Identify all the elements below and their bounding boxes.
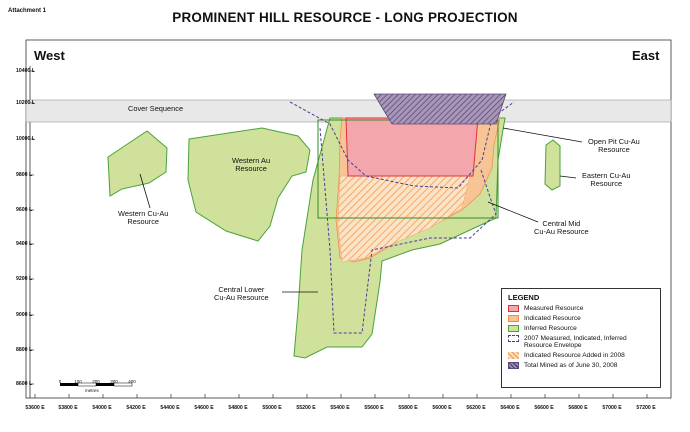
- x-tick-label: 54800 E: [228, 405, 248, 411]
- y-tick-label: 9600 L: [16, 207, 33, 213]
- western-au-resource: [187, 127, 311, 242]
- scale-unit: metres: [85, 388, 99, 393]
- x-tick-label: 55600 E: [364, 405, 384, 411]
- scale-tick: 100: [74, 379, 82, 384]
- x-tick-label: 56200 E: [466, 405, 486, 411]
- legend-item-indicated: Indicated Resource: [508, 315, 654, 322]
- western-cu-au-resource: [107, 130, 168, 197]
- x-tick-label: 56400 E: [500, 405, 520, 411]
- y-tick-label: 9000 L: [16, 312, 33, 318]
- indicated-added-2008: [337, 175, 471, 263]
- legend-item-mined: Total Mined as of June 30, 2008: [508, 362, 654, 369]
- x-tick-label: 56800 E: [568, 405, 588, 411]
- cover-sequence-label: Cover Sequence: [128, 104, 184, 113]
- x-tick-label: 53600 E: [25, 405, 45, 411]
- y-tick-label: 9400 L: [16, 241, 33, 247]
- x-tick-label: 56600 E: [534, 405, 554, 411]
- y-tick-label: 10400 L: [16, 68, 36, 74]
- x-tick-label: 55200 E: [296, 405, 316, 411]
- x-tick-label: 55400 E: [330, 405, 350, 411]
- legend-item-inferred: Inferred Resource: [508, 325, 654, 332]
- scale-tick: 0: [58, 379, 62, 384]
- western-cu-au-label: Western Cu-Au Resource: [118, 209, 169, 226]
- y-tick-label: 8800 L: [16, 347, 33, 353]
- east-label: East: [632, 48, 660, 63]
- x-tick-label: 54600 E: [194, 405, 214, 411]
- y-tick-label: 10200 L: [16, 100, 36, 106]
- scale-tick: 400: [128, 379, 136, 384]
- legend-title: LEGEND: [508, 293, 540, 302]
- legend-item-envelope: 2007 Measured, Indicated, Inferred Resou…: [508, 335, 654, 349]
- legend-item-measured: Measured Resource: [508, 305, 654, 312]
- legend: LEGEND Measured Resource Indicated Resou…: [501, 288, 661, 388]
- x-tick-label: 54200 E: [126, 405, 146, 411]
- y-axis-ticks: [30, 70, 34, 385]
- attachment-label: Attachment 1: [8, 8, 47, 14]
- indicated-swatch-icon: [508, 315, 519, 322]
- eastern-cu-au-label: Eastern Cu-Au Resource: [582, 171, 631, 188]
- x-tick-label: 57200 E: [636, 405, 656, 411]
- mined-swatch-icon: [508, 362, 519, 369]
- measured-swatch-icon: [508, 305, 519, 312]
- leader-central-mid: [487, 201, 539, 223]
- total-mined: [373, 93, 507, 125]
- added-2008-swatch-icon: [508, 352, 519, 359]
- leader-western-cu-au: [139, 173, 151, 209]
- x-tick-label: 57000 E: [602, 405, 622, 411]
- open-pit-label: Open Pit Cu-Au Resource: [588, 137, 640, 154]
- legend-item-added-2008: Indicated Resource Added in 2008: [508, 352, 654, 359]
- plot-frame: [25, 39, 672, 399]
- envelope-swatch-icon: [508, 335, 519, 342]
- x-tick-label: 55000 E: [262, 405, 282, 411]
- x-tick-label: 54000 E: [92, 405, 112, 411]
- central-lower-label: Central Lower Cu-Au Resource: [214, 285, 269, 302]
- page-title: PROMINENT HILL RESOURCE - LONG PROJECTIO…: [172, 10, 518, 25]
- x-tick-label: 55800 E: [398, 405, 418, 411]
- x-tick-label: 56000 E: [432, 405, 452, 411]
- inferred-swatch-icon: [508, 325, 519, 332]
- scale-bar: [60, 382, 133, 387]
- scale-tick: 200: [92, 379, 100, 384]
- eastern-cu-au-resource: [544, 139, 561, 191]
- y-tick-label: 9800 L: [16, 172, 33, 178]
- y-tick-label: 10000 L: [16, 136, 36, 142]
- y-tick-label: 8600 L: [16, 381, 33, 387]
- leader-eastern: [559, 175, 577, 179]
- measured-resource: [345, 117, 479, 177]
- central-mid-label: Central Mid Cu-Au Resource: [534, 219, 589, 236]
- western-au-label: Western Au Resource: [232, 156, 271, 173]
- scale-tick: 300: [110, 379, 118, 384]
- x-axis-ticks: [34, 394, 648, 398]
- west-label: West: [34, 48, 65, 63]
- x-tick-label: 53800 E: [58, 405, 78, 411]
- resource-envelope-2007: [289, 101, 515, 334]
- x-tick-label: 54400 E: [160, 405, 180, 411]
- leader-open-pit: [502, 127, 583, 143]
- y-tick-label: 9200 L: [16, 276, 33, 282]
